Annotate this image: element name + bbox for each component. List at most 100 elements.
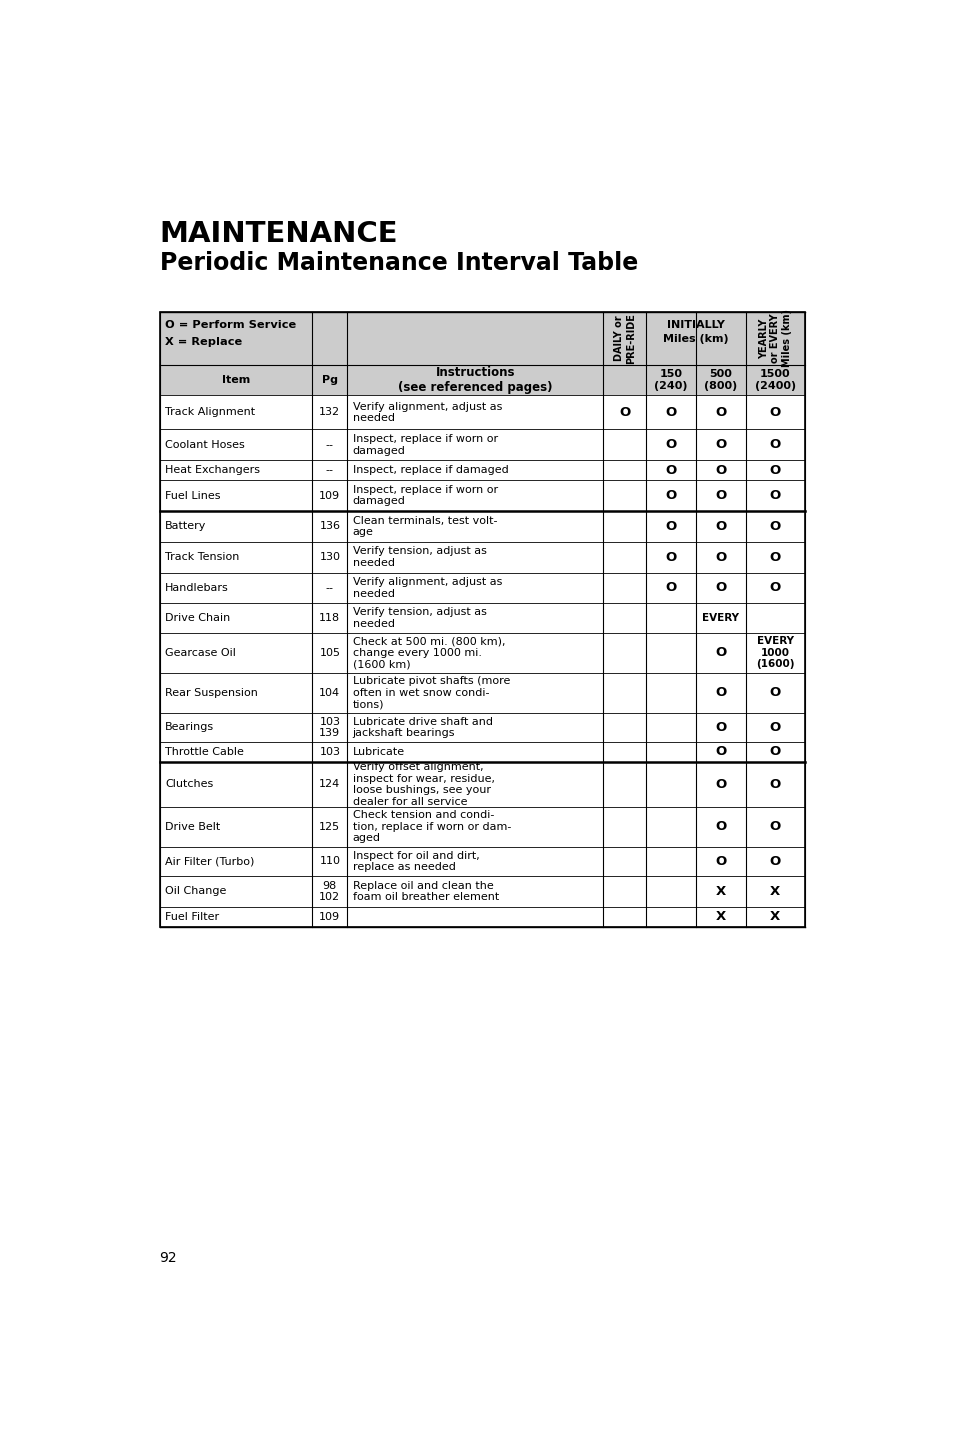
- Text: 109: 109: [319, 490, 340, 500]
- Bar: [159, 846, 804, 875]
- Text: O: O: [665, 551, 676, 564]
- Text: O: O: [715, 438, 725, 451]
- Text: O: O: [715, 686, 725, 699]
- Text: Verify tension, adjust as
needed: Verify tension, adjust as needed: [353, 608, 486, 628]
- Text: 92: 92: [159, 1250, 177, 1265]
- Text: O: O: [769, 721, 781, 734]
- Text: O: O: [618, 406, 630, 419]
- Bar: [159, 875, 804, 907]
- Text: Bearings: Bearings: [165, 723, 213, 733]
- Text: --: --: [326, 439, 334, 449]
- Text: Battery: Battery: [165, 522, 206, 531]
- Bar: [159, 807, 804, 846]
- Text: Drive Belt: Drive Belt: [165, 822, 220, 832]
- Text: Drive Chain: Drive Chain: [165, 614, 230, 622]
- Text: O: O: [769, 464, 781, 477]
- Bar: [159, 762, 804, 807]
- Text: X: X: [769, 910, 780, 923]
- Bar: [159, 673, 804, 712]
- Text: Fuel Lines: Fuel Lines: [165, 490, 220, 500]
- Text: Check tension and condi-
tion, replace if worn or dam-
aged: Check tension and condi- tion, replace i…: [353, 810, 511, 843]
- Text: O: O: [715, 489, 725, 502]
- Text: O: O: [769, 778, 781, 791]
- Text: 125: 125: [319, 822, 340, 832]
- Text: Air Filter (Turbo): Air Filter (Turbo): [165, 856, 254, 867]
- Text: INITIALLY: INITIALLY: [666, 320, 724, 330]
- Text: O: O: [769, 855, 781, 868]
- Text: X: X: [769, 885, 780, 899]
- Text: O: O: [715, 551, 725, 564]
- Text: O: O: [715, 820, 725, 833]
- Text: Inspect, replace if worn or
damaged: Inspect, replace if worn or damaged: [353, 433, 497, 455]
- Text: 103: 103: [319, 747, 340, 758]
- Text: O: O: [769, 521, 781, 532]
- Text: Lubricate drive shaft and
jackshaft bearings: Lubricate drive shaft and jackshaft bear…: [353, 717, 492, 739]
- Text: O: O: [769, 746, 781, 759]
- Text: Item: Item: [222, 375, 250, 385]
- Text: O: O: [665, 406, 676, 419]
- Text: 105: 105: [319, 647, 340, 657]
- Text: Lubricate: Lubricate: [353, 747, 404, 758]
- Text: O = Perform Service: O = Perform Service: [165, 320, 296, 330]
- Text: EVERY
1000
(1600): EVERY 1000 (1600): [756, 635, 794, 669]
- Text: 104: 104: [319, 688, 340, 698]
- Text: 98
102: 98 102: [319, 881, 340, 901]
- Text: Throttle Cable: Throttle Cable: [165, 747, 244, 758]
- Text: Oil Change: Oil Change: [165, 887, 226, 896]
- Text: O: O: [715, 521, 725, 532]
- Bar: [159, 313, 804, 365]
- Text: O: O: [715, 582, 725, 595]
- Bar: [159, 573, 804, 603]
- Bar: [159, 365, 804, 395]
- Bar: [159, 907, 804, 926]
- Bar: [159, 459, 804, 480]
- Text: O: O: [715, 721, 725, 734]
- Text: O: O: [715, 464, 725, 477]
- Text: 150
(240): 150 (240): [654, 369, 687, 391]
- Text: O: O: [769, 551, 781, 564]
- Text: 109: 109: [319, 912, 340, 922]
- Bar: [159, 510, 804, 542]
- Bar: [159, 542, 804, 573]
- Text: --: --: [326, 583, 334, 593]
- Text: 1500
(2400): 1500 (2400): [754, 369, 795, 391]
- Text: 124: 124: [319, 779, 340, 790]
- Text: Verify offset alignment,
inspect for wear, residue,
loose bushings, see your
dea: Verify offset alignment, inspect for wea…: [353, 762, 494, 807]
- Text: Clutches: Clutches: [165, 779, 213, 790]
- Text: O: O: [769, 438, 781, 451]
- Bar: [159, 429, 804, 459]
- Text: MAINTENANCE: MAINTENANCE: [159, 220, 397, 249]
- Text: O: O: [715, 778, 725, 791]
- Text: 118: 118: [319, 614, 340, 622]
- Text: O: O: [769, 582, 781, 595]
- Text: O: O: [665, 438, 676, 451]
- Text: Fuel Filter: Fuel Filter: [165, 912, 219, 922]
- Text: X: X: [715, 910, 725, 923]
- Text: X = Replace: X = Replace: [165, 337, 242, 348]
- Text: 136: 136: [319, 522, 340, 531]
- Text: O: O: [769, 489, 781, 502]
- Text: --: --: [326, 465, 334, 475]
- Text: Track Alignment: Track Alignment: [165, 407, 254, 417]
- Text: O: O: [715, 855, 725, 868]
- Text: 130: 130: [319, 553, 340, 563]
- Bar: [159, 603, 804, 632]
- Text: O: O: [769, 406, 781, 419]
- Text: O: O: [769, 820, 781, 833]
- Text: Gearcase Oil: Gearcase Oil: [165, 647, 235, 657]
- Text: O: O: [665, 489, 676, 502]
- Text: Handlebars: Handlebars: [165, 583, 229, 593]
- Bar: [159, 742, 804, 762]
- Text: Lubricate pivot shafts (more
often in wet snow condi-
tions): Lubricate pivot shafts (more often in we…: [353, 676, 510, 710]
- Text: Check at 500 mi. (800 km),
change every 1000 mi.
(1600 km): Check at 500 mi. (800 km), change every …: [353, 635, 504, 669]
- Text: O: O: [715, 646, 725, 659]
- Text: Inspect, replace if worn or
damaged: Inspect, replace if worn or damaged: [353, 484, 497, 506]
- Text: Inspect for oil and dirt,
replace as needed: Inspect for oil and dirt, replace as nee…: [353, 851, 478, 872]
- Text: O: O: [665, 582, 676, 595]
- Text: YEARLY
or EVERY
Miles (km): YEARLY or EVERY Miles (km): [758, 310, 791, 368]
- Text: Periodic Maintenance Interval Table: Periodic Maintenance Interval Table: [159, 250, 638, 275]
- Bar: [159, 480, 804, 510]
- Bar: [159, 712, 804, 742]
- Bar: [159, 313, 804, 926]
- Text: Miles (km): Miles (km): [662, 334, 728, 343]
